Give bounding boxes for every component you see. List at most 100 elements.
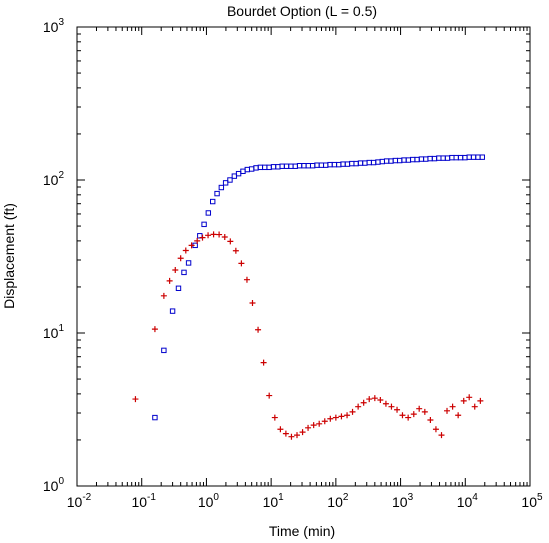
data-point-plus: [299, 429, 306, 436]
data-point-square: [401, 157, 407, 163]
data-point-plus: [294, 432, 301, 439]
data-point-square: [288, 163, 294, 169]
data-point-plus: [338, 413, 345, 420]
data-point-plus: [449, 403, 456, 410]
data-point-square: [379, 158, 386, 165]
data-point-square: [449, 154, 455, 161]
data-point-square: [231, 173, 238, 179]
data-point-plus: [466, 394, 473, 401]
data-point-square: [270, 164, 277, 170]
data-point-square: [405, 157, 412, 163]
data-point-plus: [271, 414, 278, 421]
data-point-square: [462, 154, 468, 161]
data-point-plus: [366, 396, 373, 403]
data-point-square: [475, 154, 481, 160]
data-point-square: [205, 210, 212, 216]
data-point-plus: [194, 237, 201, 244]
data-point-square: [283, 163, 290, 169]
data-point-square: [431, 155, 438, 162]
data-point-plus: [205, 232, 212, 239]
data-point-plus: [316, 420, 323, 427]
data-point-plus: [388, 403, 395, 410]
data-point-square: [357, 160, 364, 166]
data-point-plus: [360, 399, 367, 406]
data-point-square: [457, 154, 464, 161]
data-point-square: [444, 155, 451, 161]
data-point-plus: [349, 408, 356, 415]
y-tick-label: 101: [43, 323, 65, 341]
data-point-plus: [399, 412, 406, 419]
data-point-plus: [282, 430, 289, 437]
data-point-plus: [182, 247, 189, 254]
data-point-square: [257, 164, 264, 171]
data-point-square: [214, 190, 220, 197]
data-point-plus: [132, 396, 139, 403]
data-point-plus: [394, 406, 401, 413]
x-axis-label: Time (min): [269, 523, 335, 539]
y-tick-label: 100: [43, 476, 65, 494]
plot-area-frame: [76, 26, 531, 487]
data-point-square: [248, 166, 255, 172]
y-tick-label: 102: [43, 170, 65, 188]
data-point-plus: [210, 231, 217, 238]
data-point-square: [169, 308, 176, 314]
data-point-square: [470, 154, 477, 160]
data-point-square: [296, 163, 303, 169]
data-point-square: [218, 184, 225, 191]
data-point-square: [331, 161, 338, 168]
x-tick-label: 102: [327, 492, 349, 510]
data-point-plus: [260, 359, 267, 366]
data-point-square: [309, 163, 316, 169]
data-point-square: [349, 160, 355, 167]
y-tick-label: 103: [43, 17, 65, 35]
data-point-square: [440, 155, 446, 161]
x-tick-label: 100: [198, 492, 220, 510]
data-point-plus: [172, 267, 179, 274]
data-point-plus: [405, 414, 412, 421]
series-layer: [132, 154, 485, 440]
data-point-square: [414, 156, 420, 163]
data-point-square: [275, 164, 281, 170]
data-point-plus: [438, 432, 445, 439]
data-point-plus: [166, 277, 173, 284]
data-point-square: [366, 159, 372, 166]
data-point-square: [185, 260, 192, 266]
data-point-plus: [432, 426, 439, 433]
x-tick-label: 10-1: [131, 492, 156, 510]
data-point-square: [466, 154, 472, 160]
data-point-plus: [305, 424, 312, 431]
x-tick-label: 105: [521, 492, 543, 510]
data-point-plus: [243, 276, 250, 283]
data-point-plus: [199, 234, 206, 241]
data-point-square: [253, 165, 259, 171]
data-point-plus: [151, 326, 158, 333]
data-point-square: [370, 159, 377, 166]
x-tick-label: 101: [263, 492, 285, 510]
data-point-plus: [266, 392, 273, 399]
data-point-plus: [310, 422, 317, 429]
data-point-plus: [460, 397, 467, 404]
data-point-square: [353, 160, 359, 167]
data-point-square: [383, 158, 390, 164]
data-point-square: [222, 180, 229, 186]
data-point-square: [244, 166, 250, 173]
data-point-square: [392, 157, 399, 164]
data-point-plus: [160, 292, 167, 299]
data-point-square: [161, 347, 167, 354]
data-point-square: [479, 154, 485, 160]
data-point-plus: [344, 412, 351, 419]
data-point-square: [292, 163, 298, 169]
x-tick-label: 10-2: [67, 492, 92, 510]
data-point-square: [314, 162, 320, 168]
data-point-plus: [355, 403, 362, 410]
data-point-plus: [427, 417, 434, 424]
data-point-square: [396, 157, 403, 164]
data-point-plus: [321, 418, 328, 425]
data-point-square: [152, 414, 158, 421]
data-point-plus: [288, 433, 295, 440]
x-tick-labels: 10-2 10-1 100 101 102 103 104 105: [67, 492, 543, 510]
data-point-plus: [332, 414, 339, 421]
data-point-square: [266, 164, 272, 171]
data-point-square: [362, 160, 368, 166]
